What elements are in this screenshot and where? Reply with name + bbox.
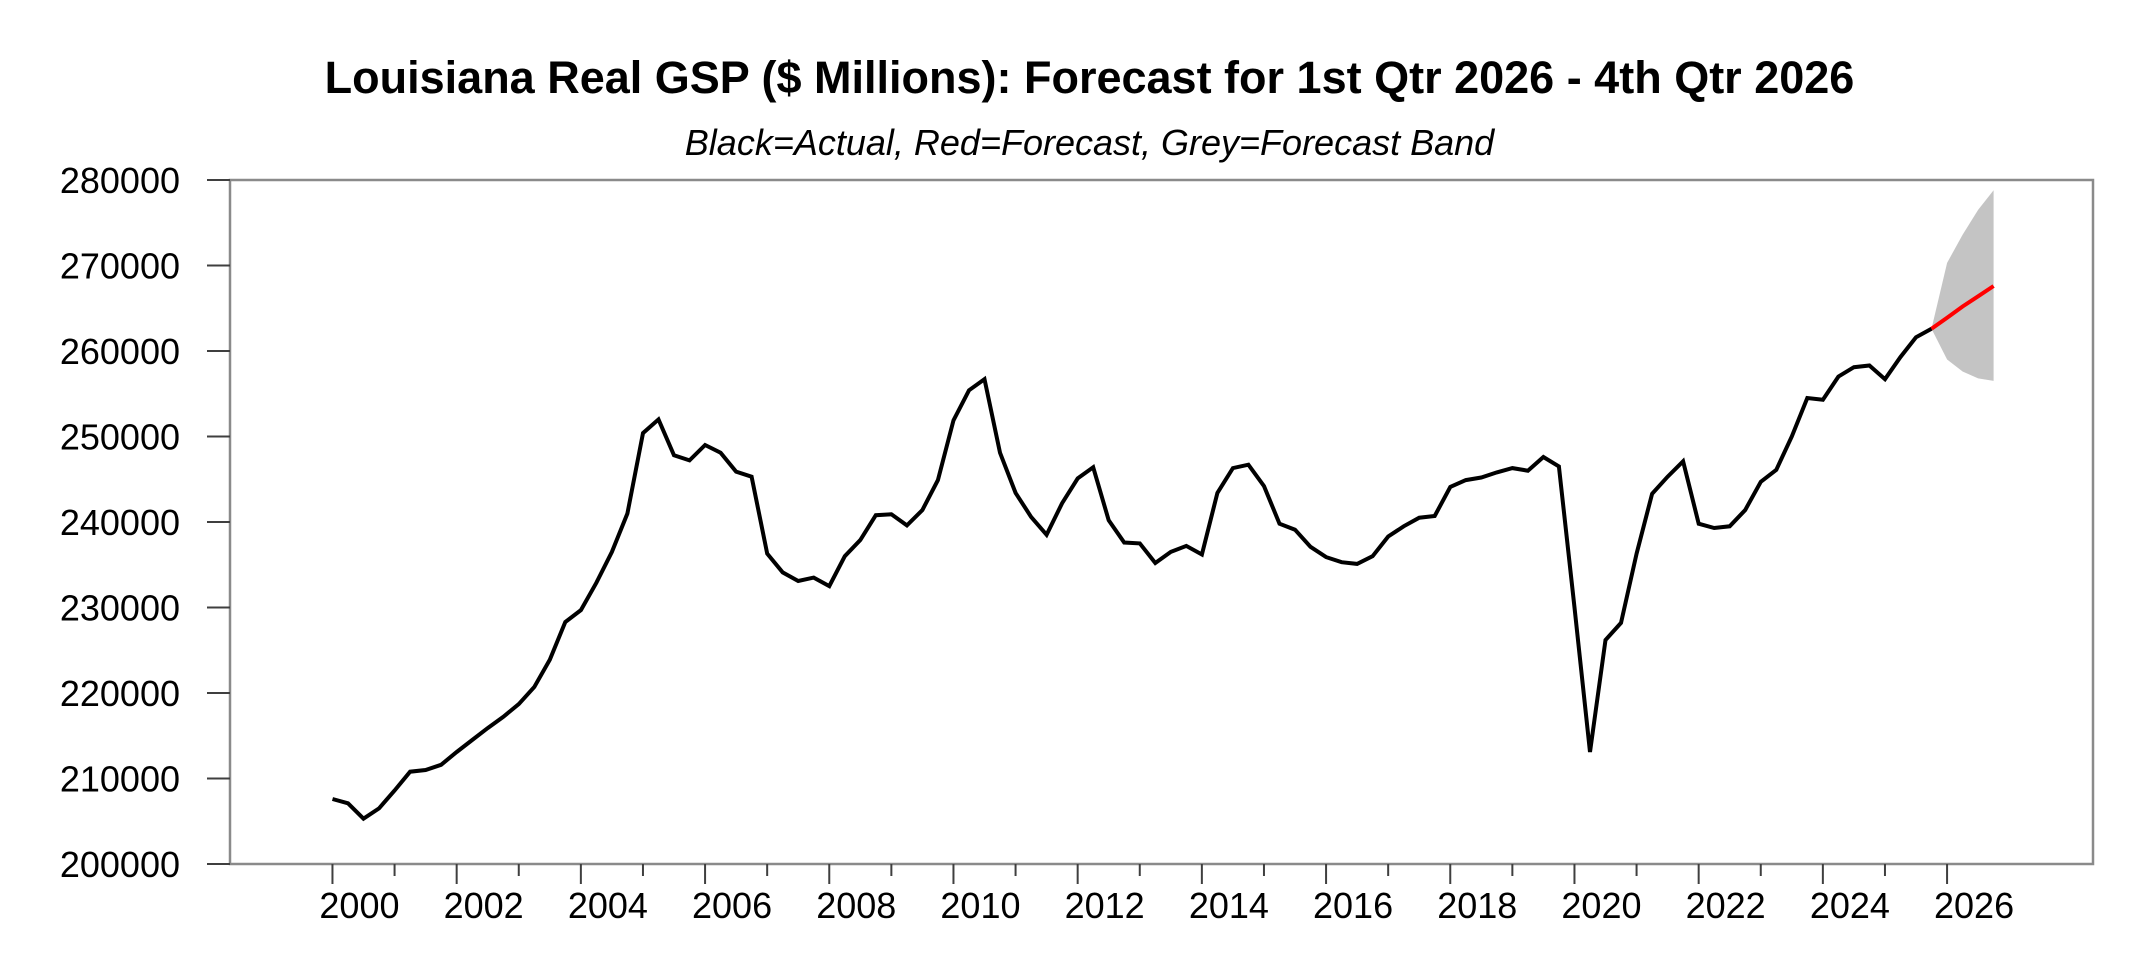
x-axis-tick-label: 2012 bbox=[1065, 885, 1145, 926]
x-axis-tick-label: 2002 bbox=[444, 885, 524, 926]
x-axis-tick-label: 2006 bbox=[692, 885, 772, 926]
actual-line bbox=[331, 327, 1933, 822]
y-axis-tick-label: 210000 bbox=[60, 759, 180, 800]
forecast-line bbox=[1930, 284, 1995, 331]
x-axis-tick-label: 2026 bbox=[1934, 885, 2014, 926]
y-axis-tick-label: 250000 bbox=[60, 417, 180, 458]
forecast-band bbox=[1931, 190, 1994, 381]
x-axis-tick-label: 2010 bbox=[940, 885, 1020, 926]
y-axis-tick-label: 220000 bbox=[60, 673, 180, 714]
x-axis-tick-label: 2016 bbox=[1313, 885, 1393, 926]
y-axis-tick-label: 200000 bbox=[60, 844, 180, 885]
x-axis-tick-label: 2014 bbox=[1189, 885, 1269, 926]
x-axis-tick-label: 2020 bbox=[1561, 885, 1641, 926]
x-axis-tick-label: 2024 bbox=[1810, 885, 1890, 926]
y-axis-tick-label: 270000 bbox=[60, 246, 180, 287]
y-axis-tick-label: 240000 bbox=[60, 502, 180, 543]
x-axis-tick-label: 2018 bbox=[1437, 885, 1517, 926]
chart-title: Louisiana Real GSP ($ Millions): Forecas… bbox=[324, 52, 1855, 103]
x-axis-tick-label: 2008 bbox=[816, 885, 896, 926]
plot-frame bbox=[228, 178, 2095, 866]
y-axis-tick-label: 230000 bbox=[60, 588, 180, 629]
chart-subtitle-legend: Black=Actual, Red=Forecast, Grey=Forecas… bbox=[684, 122, 1495, 163]
x-axis-tick-label: 2000 bbox=[319, 885, 399, 926]
y-axis-tick-label: 260000 bbox=[60, 331, 180, 372]
y-axis-tick-label: 280000 bbox=[60, 160, 180, 201]
x-axis-tick-label: 2022 bbox=[1686, 885, 1766, 926]
x-axis-tick-label: 2004 bbox=[568, 885, 648, 926]
